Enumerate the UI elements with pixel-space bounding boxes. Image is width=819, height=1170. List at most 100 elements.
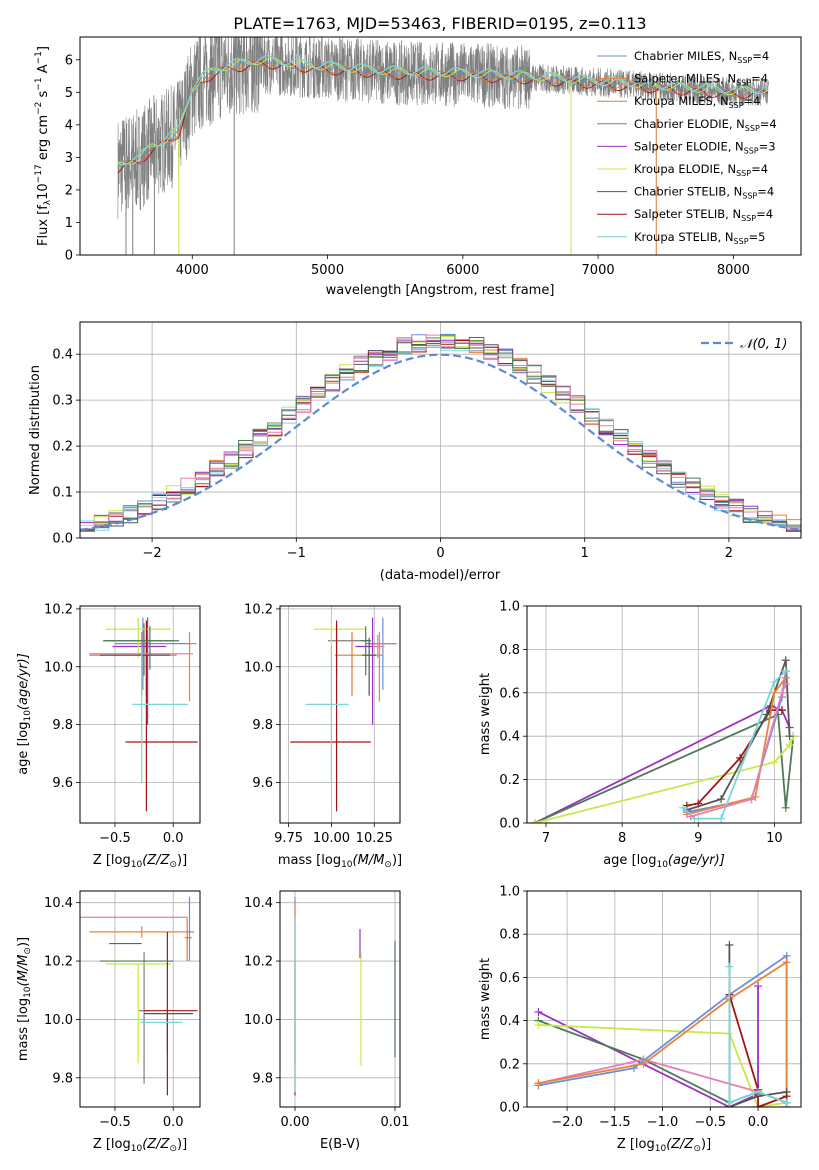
weight_vs_Z-point-marker bbox=[782, 1098, 791, 1107]
weight_vs_age-series-line bbox=[690, 683, 787, 818]
mass_vs_ebv-ytick-label: 10.0 bbox=[244, 1013, 273, 1028]
weight_vs_Z-point-marker bbox=[754, 1087, 763, 1096]
legend-entry: Salpeter MILES, NSSP=4 bbox=[634, 72, 768, 88]
spectrum-frame bbox=[79, 36, 802, 256]
age_vs_Z-plot: −0.5 0.0 9.6 9.8 10.0 10.2 Z [log10(Z/Z⊙)] age … bbox=[16, 602, 201, 870]
legend-entry: Kroupa ELODIE, NSSP=4 bbox=[634, 162, 768, 178]
spectrum-model-line bbox=[117, 54, 769, 166]
mass_vs_ebv-ytick-label: 10.4 bbox=[244, 896, 273, 911]
age_vs_mass-point bbox=[290, 620, 371, 812]
residuals-xtick-label: 0 bbox=[436, 546, 444, 561]
weight_vs_Z-plot: −2.0 −1.5 −1.0 −0.5 0.0 0.0 0.2 0.4 0.6 0.8 1.0 Z [… bbox=[478, 885, 802, 1154]
age_vs_mass-xtick-label: 10.25 bbox=[356, 831, 393, 846]
age_vs_Z-xtick-label: 0.0 bbox=[163, 831, 184, 846]
weight_vs_Z-xtick-label: −2.0 bbox=[551, 1115, 583, 1130]
weight_vs_age-point-marker bbox=[530, 819, 539, 823]
spectrum-model-line bbox=[117, 56, 769, 165]
weight_vs_age-ytick-label: 0.8 bbox=[499, 643, 520, 658]
weight_vs_age-frame bbox=[526, 605, 802, 824]
age_vs_mass-point bbox=[362, 637, 376, 696]
weight_vs_Z-point-marker bbox=[534, 1079, 543, 1088]
mass_vs_Z-ytick-label: 10.4 bbox=[44, 896, 73, 911]
weight_vs_Z-point-marker bbox=[639, 1059, 648, 1068]
residuals-xtick-label: 1 bbox=[581, 546, 589, 561]
weight_vs_Z-series-line bbox=[538, 1024, 787, 1107]
age_vs_mass-ytick-label: 10.0 bbox=[244, 660, 273, 675]
weight_vs_age-xtick-label: 9 bbox=[694, 831, 702, 846]
weight_vs_Z-marks bbox=[534, 941, 791, 1107]
spectrum-ylabel: Flux [fλ10−17 erg cm−2 s−1 A−1] bbox=[34, 46, 53, 246]
weight_vs_Z-series-line bbox=[728, 966, 787, 1104]
weight_vs_Z-series-line bbox=[728, 994, 787, 1107]
weight_vs_age-ytick-label: 0.4 bbox=[499, 730, 520, 745]
legend-entry: Kroupa STELIB, NSSP=5 bbox=[634, 230, 765, 246]
mass_vs_Z-frame bbox=[79, 890, 201, 1108]
weight_vs_age-xtick-label: 8 bbox=[618, 831, 626, 846]
age_vs_mass-xlabel: mass [log10(M/M⊙)] bbox=[278, 853, 402, 870]
weight_vs_age-point-marker bbox=[777, 688, 786, 697]
weight_vs_Z-point-marker bbox=[725, 962, 734, 971]
weight_vs_age-point-marker bbox=[781, 680, 790, 689]
age_vs_Z-point bbox=[187, 632, 197, 702]
spectrum-ytick-label: 6 bbox=[65, 53, 73, 68]
weight_vs_Z-ytick-label: 0.8 bbox=[499, 928, 520, 943]
weight_vs_age-series-line bbox=[534, 713, 795, 823]
residuals-ytick-label: 0.4 bbox=[52, 348, 73, 363]
age_vs_Z-ytick-label: 9.6 bbox=[52, 776, 73, 791]
mass_vs_Z-ylabel: mass [log10(M/M⊙)] bbox=[16, 937, 33, 1061]
weight_vs_age-point-marker bbox=[679, 803, 688, 812]
weight_vs_Z-xtick-label: −0.5 bbox=[695, 1115, 727, 1130]
residuals-ytick-label: 0.3 bbox=[52, 394, 73, 409]
age_vs_mass-point bbox=[305, 646, 349, 783]
spectrum-ytick-label: 3 bbox=[65, 151, 73, 166]
weight_vs_age-series-line bbox=[686, 677, 787, 816]
age_vs_Z-point bbox=[125, 620, 198, 812]
normal-curve bbox=[80, 353, 801, 531]
age_vs_mass-point bbox=[360, 626, 371, 676]
weight_vs_age-point-marker bbox=[770, 688, 779, 697]
weight_vs_age-ylabel: mass weight bbox=[478, 673, 493, 755]
mass_vs_Z-plot: −0.5 0.0 9.8 10.0 10.2 10.4 Z [log10(Z/Z⊙)] mas… bbox=[16, 890, 201, 1154]
weight_vs_age-xtick-label: 10 bbox=[766, 831, 783, 846]
weight_vs_age-point-marker bbox=[785, 740, 794, 749]
legend-entry: Kroupa MILES, NSSP=4 bbox=[634, 94, 760, 110]
age_vs_Z-ylabel: age [log10(age/yr)] bbox=[16, 653, 33, 775]
age_vs_mass-xtick-label: 9.75 bbox=[274, 831, 303, 846]
weight_vs_Z-xtick-label: 0.0 bbox=[748, 1115, 769, 1130]
weight_vs_age-ytick-label: 0.2 bbox=[499, 773, 520, 788]
mass_vs_Z-point bbox=[144, 931, 198, 1096]
age_vs_Z-marks bbox=[89, 617, 198, 812]
residuals-ytick-label: 0.2 bbox=[52, 440, 73, 455]
mass_vs_Z-xlabel: Z [log10(Z/Z⊙)] bbox=[93, 1137, 187, 1154]
weight_vs_age-ytick-label: 0.6 bbox=[499, 686, 520, 701]
weight_vs_age-point-marker bbox=[781, 667, 790, 676]
weight_vs_age-xlabel: age [log10(age/yr)] bbox=[603, 853, 725, 870]
mass_vs_ebv-xtick-label: 0.01 bbox=[381, 1115, 410, 1130]
spectrum-plot: 4000 5000 6000 7000 8000 0 1 2 3 4 5 6 wavelength [A… bbox=[34, 36, 802, 298]
spectrum-xtick-label: 5000 bbox=[311, 263, 344, 278]
weight_vs_Z-xtick-label: −1.5 bbox=[599, 1115, 631, 1130]
age_vs_mass-ytick-label: 9.6 bbox=[252, 776, 273, 791]
age_vs_Z-ytick-label: 10.0 bbox=[44, 660, 73, 675]
age_vs_Z-point bbox=[112, 617, 167, 725]
age_vs_mass-ytick-label: 9.8 bbox=[252, 718, 273, 733]
age_vs_mass-xtick-label: 10.00 bbox=[313, 831, 350, 846]
weight_vs_Z-point-marker bbox=[725, 941, 734, 949]
weight_vs_age-xtick-label: 7 bbox=[542, 831, 550, 846]
mass_vs_Z-marks bbox=[80, 896, 198, 1096]
weight_vs_age-series-line bbox=[534, 735, 795, 823]
weight_vs_Z-point-marker bbox=[534, 1007, 543, 1016]
age_vs_mass-ytick-label: 10.2 bbox=[244, 602, 273, 617]
weight_vs_Z-point-marker bbox=[725, 1098, 734, 1107]
mass_vs_Z-point bbox=[184, 917, 192, 962]
spectrum-xtick-label: 7000 bbox=[582, 263, 615, 278]
age_vs_Z-frame bbox=[79, 605, 201, 824]
residuals-xtick-label: −1 bbox=[287, 546, 306, 561]
spectrum-ytick-label: 2 bbox=[65, 183, 73, 198]
figure-title: PLATE=1763, MJD=53463, FIBERID=0195, z=0… bbox=[233, 14, 646, 33]
mass_vs_ebv-ytick-label: 9.8 bbox=[252, 1071, 273, 1086]
legend-entry: Chabrier STELIB, NSSP=4 bbox=[634, 185, 774, 201]
weight_vs_age-point-marker bbox=[777, 706, 786, 715]
weight_vs_Z-frame bbox=[526, 890, 802, 1108]
legend-entry: Salpeter STELIB, NSSP=4 bbox=[634, 207, 773, 223]
